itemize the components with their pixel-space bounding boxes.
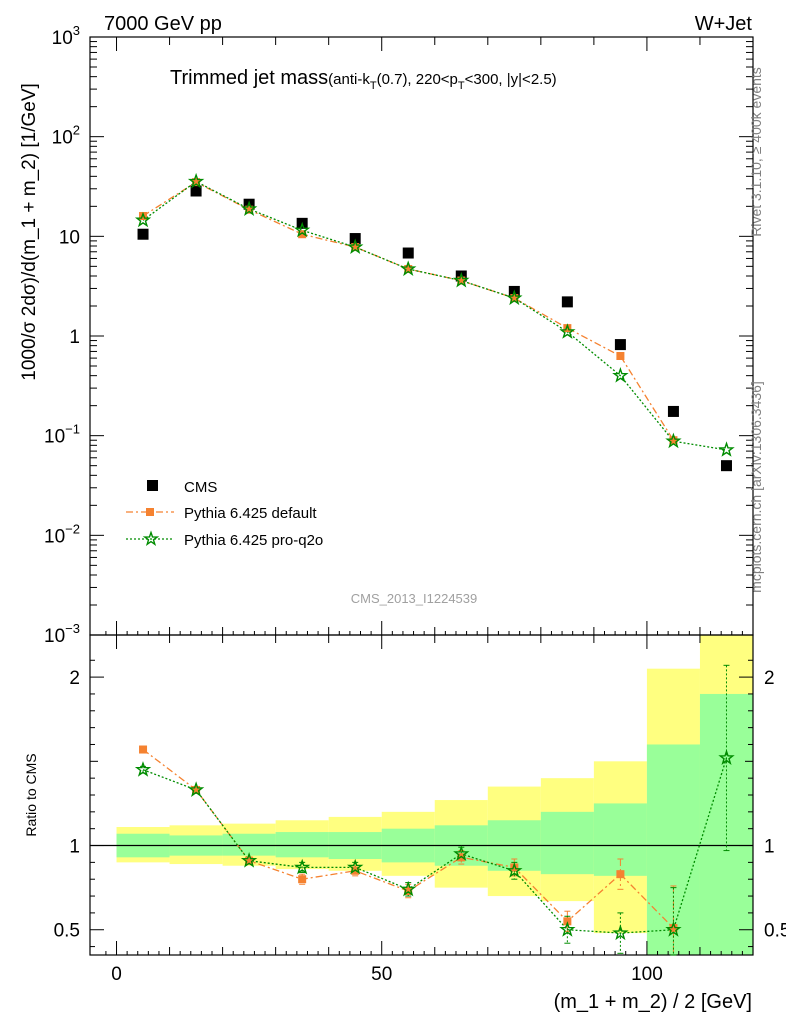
header-right-label: W+Jet (695, 13, 753, 35)
band-inner-bin (275, 832, 329, 858)
header-left-label: 7000 GeV pp (104, 13, 222, 35)
analysis-watermark: CMS_2013_I1224539 (351, 591, 478, 606)
pythia-proq2o-ratio-point (559, 921, 576, 937)
pythia-proq2o-ratio-point (293, 858, 311, 875)
pythia-proq2o-ratio-point (187, 781, 205, 797)
y-main-tick-label: 10−2 (44, 521, 80, 547)
pythia-default-point (404, 265, 413, 274)
y-main-tick-label: 10−3 (44, 621, 80, 647)
pythia-default-ratio-point (139, 745, 148, 754)
side-label-mcplots: mcplots.cern.ch [arXiv:1306.3436] (748, 381, 764, 593)
pythia-proq2o-point (134, 211, 152, 228)
cms-data-point (402, 247, 414, 259)
y-ratio-tick-label-left: 2 (69, 668, 80, 689)
pythia-proq2o-point (293, 221, 311, 238)
y-axis-title-main: 1000/σ 2dσ)/d(m_1 + m_2) [1/GeV] (19, 83, 40, 381)
pythia-default-point (298, 230, 307, 239)
pythia-default-ratio-point (510, 863, 519, 872)
cms-data-point (137, 228, 149, 240)
y-ratio-tick-label-left: 1 (69, 837, 80, 858)
pythia-proq2o-point (665, 432, 682, 449)
pythia-proq2o-point (718, 441, 735, 457)
pythia-default-ratio-point (404, 887, 413, 895)
pythia-proq2o-point (453, 271, 470, 288)
pythia-proq2o-ratio-point (240, 852, 258, 868)
legend-marker-pythia-proq2o (142, 530, 160, 547)
legend-marker-cms (147, 480, 158, 491)
pythia-default-point (351, 243, 360, 252)
pythia-proq2o-ratio-point (718, 749, 735, 765)
x-axis-title: (m_1 + m_2) / 2 [GeV] (554, 991, 752, 1013)
series-line-main (142, 181, 674, 441)
pythia-proq2o-ratio-point (134, 761, 152, 777)
series-line-ratio (142, 757, 728, 934)
y-ratio-tick-label-left: 0.5 (54, 921, 80, 942)
cms-data-point (720, 460, 732, 472)
band-inner-bin (222, 833, 276, 856)
cms-data-point (667, 405, 679, 417)
y-main-tick-label: 10 (59, 227, 80, 248)
legend-marker-pythia-default (146, 508, 154, 516)
pythia-proq2o-ratio-point (346, 858, 364, 875)
pythia-default-point (669, 436, 678, 445)
pythia-default-ratio-point (245, 856, 254, 865)
pythia-default-point (245, 205, 254, 214)
pythia-proq2o-ratio-point (506, 862, 523, 878)
axis-ticks (90, 36, 754, 955)
pythia-proq2o-point (559, 323, 576, 339)
y-main-tick-label: 10−1 (44, 422, 80, 448)
legend-label-pythia-default: Pythia 6.425 default (184, 505, 317, 522)
pythia-proq2o-ratio-point (665, 921, 682, 937)
y-main-tick-label: 1 (69, 327, 80, 348)
pythia-default-point (139, 211, 148, 220)
pythia-proq2o-point (346, 238, 364, 254)
pythia-default-ratio-point (669, 924, 678, 933)
x-tick-label: 50 (371, 964, 392, 985)
pythia-proq2o-point (612, 367, 629, 383)
pythia-proq2o-point (506, 289, 523, 306)
cms-data-point (614, 339, 626, 351)
y-ratio-tick-label-right: 0.5 (764, 921, 786, 942)
band-inner-bin (540, 811, 594, 875)
cms-data-point (561, 296, 573, 308)
pythia-proq2o-point (240, 200, 258, 217)
y-axis-title-ratio: Ratio to CMS (23, 753, 39, 836)
pythia-default-point (563, 324, 572, 333)
x-tick-label: 0 (111, 964, 122, 985)
pythia-proq2o-point (187, 172, 205, 189)
data-markers (134, 172, 735, 941)
pythia-default-point (192, 178, 201, 187)
chart-title: Trimmed jet mass(anti-kT(0.7), 220<pT<30… (170, 67, 557, 92)
band-inner-bin (699, 693, 753, 955)
pythia-proq2o-ratio-point (612, 924, 629, 941)
pythia-default-ratio-point (616, 870, 625, 879)
pythia-proq2o-ratio-point (453, 845, 470, 861)
x-tick-label: 100 (631, 964, 663, 985)
pythia-default-ratio-point (298, 875, 307, 884)
series-line-main (142, 180, 727, 451)
pythia-proq2o-ratio-point (400, 880, 417, 897)
legend-label-cms: CMS (184, 479, 217, 496)
y-main-tick-label: 103 (52, 23, 80, 49)
side-label-rivet: Rivet 3.1.10, ≥ 400k events (748, 67, 764, 237)
pythia-default-point (616, 351, 625, 360)
y-ratio-tick-label-right: 1 (764, 837, 775, 858)
legend-label-pythia-proq2o: Pythia 6.425 pro-q2o (184, 532, 323, 549)
y-ratio-tick-label-right: 2 (764, 668, 775, 689)
pythia-default-point (510, 294, 519, 303)
pythia-default-point (457, 276, 466, 285)
pythia-proq2o-point (400, 260, 417, 277)
legend: CMS Pythia 6.425 default Pythia 6.425 pr… (126, 479, 323, 549)
cms-data-point (190, 185, 202, 197)
y-main-tick-label: 102 (52, 123, 80, 149)
pythia-default-ratio-point (192, 785, 201, 794)
